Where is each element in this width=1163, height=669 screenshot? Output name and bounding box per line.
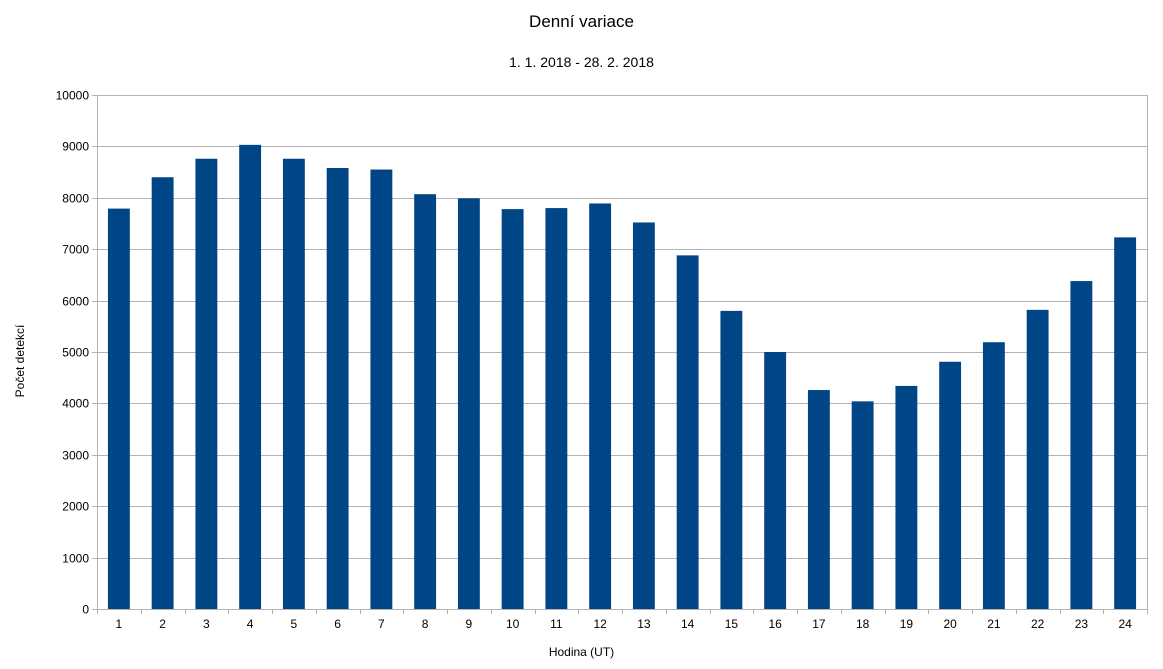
x-axis-label: Hodina (UT) [548, 645, 615, 659]
x-tick-label: 9 [466, 617, 473, 631]
y-tick-label: 1000 [62, 552, 89, 566]
x-tick-label: 17 [812, 617, 826, 631]
x-tick-label: 21 [987, 617, 1001, 631]
bar [676, 255, 699, 609]
bar [764, 352, 787, 609]
bar [457, 198, 480, 609]
y-tick-label: 5000 [62, 346, 89, 360]
bar [982, 342, 1005, 609]
y-tick-label: 0 [82, 603, 89, 617]
x-tick-label: 22 [1031, 617, 1045, 631]
bar [851, 401, 874, 609]
bar [632, 222, 655, 609]
bar [939, 361, 962, 609]
y-tick-label: 6000 [62, 295, 89, 309]
chart-subtitle: 1. 1. 2018 - 28. 2. 2018 [509, 54, 654, 70]
bar [589, 203, 612, 609]
x-tick-label: 6 [334, 617, 341, 631]
y-tick-label: 8000 [62, 192, 89, 206]
x-tick-label: 2 [159, 617, 166, 631]
y-axis-label: Počet detekcí [13, 324, 27, 398]
bar [370, 169, 393, 609]
x-tick-label: 24 [1118, 617, 1132, 631]
x-tick-label: 3 [203, 617, 210, 631]
x-tick-label: 4 [247, 617, 254, 631]
bar [195, 158, 218, 610]
bar [1026, 309, 1049, 609]
bar [545, 208, 568, 609]
bar [282, 158, 305, 610]
x-tick-label: 10 [506, 617, 520, 631]
bar [414, 194, 437, 609]
chart-title: Denní variace [529, 12, 634, 31]
bar [151, 177, 174, 610]
x-tick-label: 14 [681, 617, 695, 631]
bar [807, 390, 830, 609]
x-tick-label: 8 [422, 617, 429, 631]
y-tick-label: 7000 [62, 243, 89, 257]
x-tick-label: 20 [943, 617, 957, 631]
x-tick-label: 13 [637, 617, 651, 631]
y-tick-label: 4000 [62, 397, 89, 411]
x-tick-label: 16 [768, 617, 782, 631]
x-tick-label: 5 [291, 617, 298, 631]
x-tick-label: 12 [593, 617, 607, 631]
bar [501, 209, 524, 610]
x-tick-label: 19 [900, 617, 914, 631]
x-tick-label: 1 [116, 617, 123, 631]
x-tick-label: 18 [856, 617, 870, 631]
bar [239, 144, 262, 610]
y-tick-label: 3000 [62, 449, 89, 463]
x-tick-label: 11 [550, 617, 563, 631]
x-tick-label: 23 [1075, 617, 1089, 631]
bar [1070, 281, 1093, 609]
bar [895, 385, 918, 609]
bar [107, 208, 130, 609]
y-tick-label: 9000 [62, 140, 89, 154]
y-tick-label: 2000 [62, 500, 89, 514]
bar [326, 167, 349, 610]
bar [720, 310, 743, 609]
x-tick-label: 15 [725, 617, 739, 631]
bar [1114, 237, 1137, 609]
x-tick-label: 7 [378, 617, 385, 631]
y-tick-label: 10000 [56, 89, 90, 103]
